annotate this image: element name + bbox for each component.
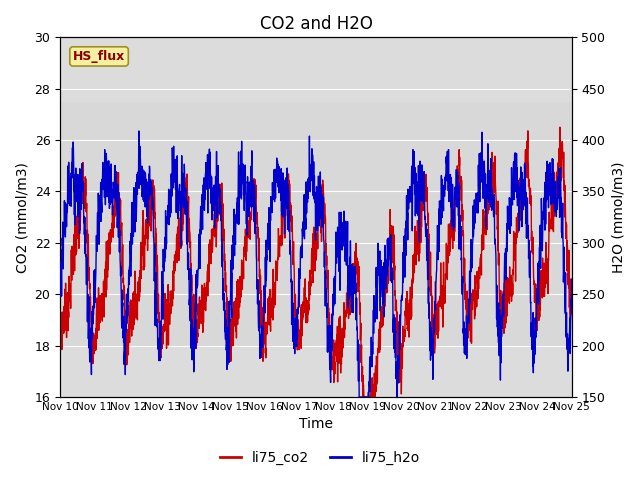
li75_h2o xyxy=(355,394,363,400)
li75_co2 xyxy=(465,327,472,333)
Line: li75_co2: li75_co2 xyxy=(60,127,572,397)
Bar xyxy=(60,102,572,346)
li75_co2 xyxy=(330,371,338,377)
li75_h2o xyxy=(56,276,64,282)
li75_co2 xyxy=(556,124,564,130)
li75_co2 xyxy=(568,311,575,317)
Y-axis label: CO2 (mmol/m3): CO2 (mmol/m3) xyxy=(15,162,29,273)
li75_h2o xyxy=(523,235,531,241)
li75_h2o xyxy=(135,128,143,134)
Y-axis label: H2O (mmol/m3): H2O (mmol/m3) xyxy=(611,161,625,273)
li75_h2o xyxy=(331,274,339,279)
li75_co2 xyxy=(199,329,207,335)
Legend: li75_co2, li75_h2o: li75_co2, li75_h2o xyxy=(214,445,426,471)
li75_h2o xyxy=(342,218,349,224)
Text: HS_flux: HS_flux xyxy=(73,50,125,63)
Title: CO2 and H2O: CO2 and H2O xyxy=(259,15,372,33)
li75_co2 xyxy=(342,310,349,316)
Line: li75_h2o: li75_h2o xyxy=(60,131,572,397)
li75_h2o xyxy=(568,276,575,282)
li75_co2 xyxy=(56,313,64,319)
li75_h2o xyxy=(465,298,472,304)
li75_co2 xyxy=(523,148,531,154)
li75_h2o xyxy=(199,201,207,207)
li75_co2 xyxy=(537,278,545,284)
X-axis label: Time: Time xyxy=(299,418,333,432)
li75_h2o xyxy=(538,234,545,240)
li75_co2 xyxy=(359,394,367,400)
